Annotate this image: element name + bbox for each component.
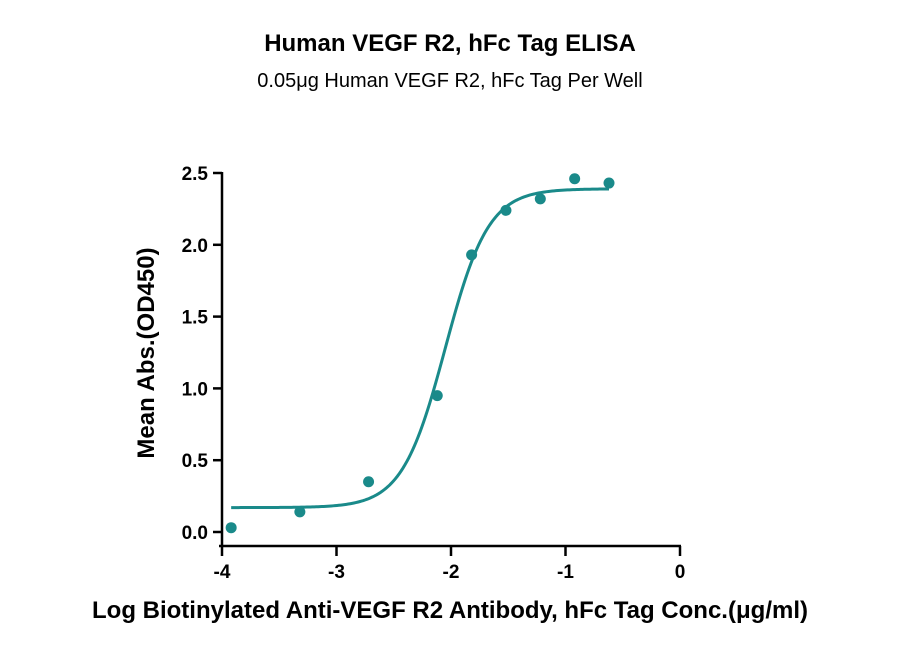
chart-subtitle: 0.05μg Human VEGF R2, hFc Tag Per Well <box>257 70 643 92</box>
data-point <box>363 476 375 488</box>
data-point <box>500 204 512 216</box>
data-point <box>569 173 581 185</box>
y-tick-label: 1.5 <box>182 308 209 329</box>
axes: 0.0 0.5 1.0 1.5 2.0 2.5 -4 -3 -2 -1 0 <box>182 164 686 583</box>
y-tick-label: 0.5 <box>182 451 209 472</box>
x-tick-label: -2 <box>443 562 460 583</box>
data-point <box>225 522 237 534</box>
x-tick-label: 0 <box>675 562 686 583</box>
y-tick-label: 2.5 <box>182 164 209 185</box>
chart-title: Human VEGF R2, hFc Tag ELISA <box>264 30 636 57</box>
data-point <box>431 390 443 402</box>
x-tick-label: -3 <box>328 562 345 583</box>
data-point <box>534 193 546 205</box>
data-point <box>294 506 306 518</box>
data-point <box>603 177 615 189</box>
y-axis-label: Mean Abs.(OD450) <box>133 247 160 458</box>
fit-curve <box>231 187 610 510</box>
x-tick-label: -1 <box>557 562 574 583</box>
data-points <box>225 173 615 534</box>
data-point <box>466 249 478 261</box>
x-axis-label: Log Biotinylated Anti-VEGF R2 Antibody, … <box>92 597 808 624</box>
y-tick-label: 1.0 <box>182 379 208 400</box>
y-tick-label: 0.0 <box>182 523 208 544</box>
x-tick-label: -4 <box>214 562 231 583</box>
y-tick-label: 2.0 <box>182 236 208 257</box>
